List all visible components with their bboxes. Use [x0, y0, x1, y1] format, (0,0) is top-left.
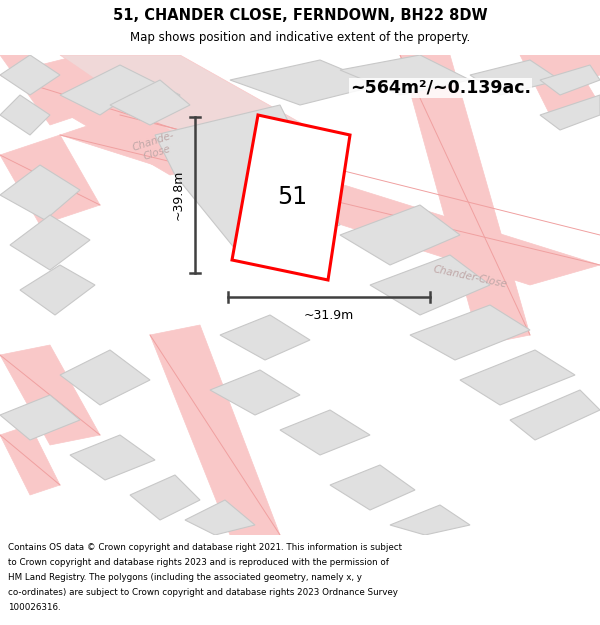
Text: to Crown copyright and database rights 2023 and is reproduced with the permissio: to Crown copyright and database rights 2…: [8, 558, 389, 567]
Text: Map shows position and indicative extent of the property.: Map shows position and indicative extent…: [130, 31, 470, 44]
Polygon shape: [232, 115, 350, 280]
Polygon shape: [0, 55, 260, 175]
Text: 51: 51: [277, 186, 307, 209]
Polygon shape: [70, 435, 155, 480]
Polygon shape: [470, 60, 560, 95]
Polygon shape: [60, 65, 180, 115]
Polygon shape: [60, 55, 340, 165]
Polygon shape: [0, 395, 80, 440]
Text: Chande-
Close: Chande- Close: [131, 130, 179, 164]
Text: Contains OS data © Crown copyright and database right 2021. This information is : Contains OS data © Crown copyright and d…: [8, 543, 402, 552]
Text: ~31.9m: ~31.9m: [304, 309, 354, 322]
Polygon shape: [230, 60, 380, 105]
Polygon shape: [0, 55, 60, 95]
Polygon shape: [150, 325, 280, 535]
Polygon shape: [220, 315, 310, 360]
Text: HM Land Registry. The polygons (including the associated geometry, namely x, y: HM Land Registry. The polygons (includin…: [8, 573, 362, 582]
Polygon shape: [340, 205, 460, 265]
Polygon shape: [185, 500, 255, 535]
Text: Chander-Close: Chander-Close: [432, 264, 508, 290]
Polygon shape: [0, 425, 60, 495]
Polygon shape: [0, 95, 50, 135]
Polygon shape: [410, 305, 530, 360]
Polygon shape: [400, 55, 530, 345]
Text: co-ordinates) are subject to Crown copyright and database rights 2023 Ordnance S: co-ordinates) are subject to Crown copyr…: [8, 588, 398, 597]
Polygon shape: [520, 55, 600, 115]
Polygon shape: [10, 215, 90, 270]
Polygon shape: [560, 55, 600, 85]
Polygon shape: [60, 350, 150, 405]
Text: 51, CHANDER CLOSE, FERNDOWN, BH22 8DW: 51, CHANDER CLOSE, FERNDOWN, BH22 8DW: [113, 8, 487, 22]
Polygon shape: [340, 55, 470, 95]
Text: ~39.8m: ~39.8m: [172, 170, 185, 220]
Polygon shape: [540, 65, 600, 95]
Polygon shape: [0, 55, 80, 125]
Text: 100026316.: 100026316.: [8, 603, 61, 612]
Polygon shape: [540, 95, 600, 130]
Polygon shape: [460, 350, 575, 405]
Polygon shape: [280, 410, 370, 455]
Polygon shape: [20, 265, 95, 315]
Polygon shape: [130, 475, 200, 520]
Polygon shape: [0, 135, 100, 225]
Text: ~564m²/~0.139ac.: ~564m²/~0.139ac.: [350, 79, 531, 97]
Polygon shape: [110, 80, 190, 125]
Polygon shape: [370, 255, 490, 315]
Polygon shape: [0, 345, 100, 445]
Polygon shape: [155, 105, 340, 255]
Polygon shape: [60, 115, 600, 285]
Polygon shape: [510, 390, 600, 440]
Polygon shape: [390, 505, 470, 535]
Polygon shape: [0, 165, 80, 220]
Polygon shape: [330, 465, 415, 510]
Polygon shape: [210, 370, 300, 415]
